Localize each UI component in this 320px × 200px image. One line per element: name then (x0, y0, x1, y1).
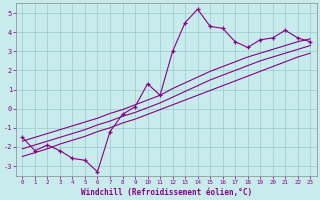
X-axis label: Windchill (Refroidissement éolien,°C): Windchill (Refroidissement éolien,°C) (81, 188, 252, 197)
